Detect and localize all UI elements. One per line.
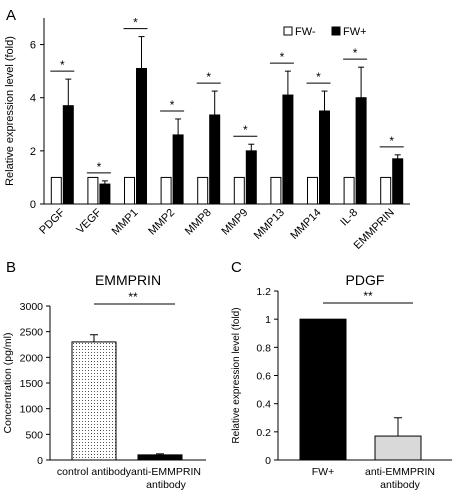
chart-c: PDGF 0 0.2 0.4 0.6 0.8 1 1.2 Relative expression… [231,272,452,491]
chart-a: 0 2 4 6 Relative expression level (fold) * PDG… [4,16,410,252]
chart-a-significance-mark: * [389,134,394,148]
chart-a-legend-swatch-fw-minus [283,26,293,36]
chart-c-significance-mark: ** [363,289,373,303]
chart-c-bar [299,318,347,461]
chart-a-x-tick-label: VEGF [74,206,104,236]
chart-b-y-tick-label: 1000 [20,404,44,416]
chart-a-bar-fw-minus [87,176,99,205]
chart-a-x-tick-label: MMP1 [110,207,141,238]
chart-c-y-tick-label: 0.6 [256,371,271,383]
chart-a-bar-fw-plus [209,114,221,205]
chart-a-bar-fw-plus [245,150,257,205]
chart-a-significance-mark: * [243,123,248,137]
chart-c-x-tick-label: anti-EMMPRIN antibody [365,466,435,491]
chart-a-bar-fw-plus [172,134,184,205]
chart-c-x-tick-label-line: anti-EMMPRIN [365,466,435,478]
chart-b-x-tick-label: anti-EMMPRIN antibody [131,466,201,491]
chart-a-bar-fw-plus [392,158,404,205]
chart-a-legend-label-fw-minus: FW- [295,26,316,38]
chart-a-bar-fw-plus [355,97,367,205]
chart-b-y-tick-label: 1500 [20,378,44,390]
chart-c-bar [374,435,422,461]
chart-a-bar-fw-minus [124,176,135,205]
chart-b: EMMPRIN 0 500 1000 1500 2000 2500 3000 Concentra… [2,272,206,491]
chart-a-bar-fw-minus [160,176,172,205]
chart-a-bar-fw-plus [99,183,111,205]
chart-c-x-tick-label-line: antibody [380,479,420,491]
chart-b-bar [137,454,183,461]
chart-c-y-tick-label: 0.8 [256,342,271,354]
chart-b-y-tick-label: 3000 [20,301,44,313]
chart-a-legend-swatch-fw-plus [331,26,341,36]
chart-b-x-tick-label: control antibody [57,466,132,478]
chart-a-x-tick-label: MMP2 [146,207,177,238]
chart-a-y-tick-label: 6 [30,40,36,52]
chart-c-title: PDGF [346,272,385,288]
chart-c-y-tick-label: 1.2 [256,286,271,298]
chart-b-y-tick-label: 2000 [20,352,44,364]
chart-a-bar-fw-plus [282,94,294,205]
panel-b-letter: B [6,259,16,276]
chart-a-significance-mark: * [170,98,175,112]
chart-a-x-tick-label: MMP8 [183,207,214,238]
chart-c-y-tick-label: 0.4 [256,399,271,411]
chart-a-y-tick-label: 2 [30,146,36,158]
panel-c-letter: C [231,259,242,276]
chart-a-bar-fw-minus [233,176,245,205]
chart-c-y-axis-label: Relative expression level (fold) [231,307,242,443]
chart-b-y-axis-label: Concentration (pg/ml) [2,333,14,434]
chart-a-significance-mark: * [60,58,65,72]
chart-c-x-tick-label: FW+ [312,466,334,478]
chart-a-significance-mark: * [316,70,321,84]
chart-a-bar-fw-minus [270,176,282,205]
chart-a-bar-fw-minus [343,176,355,205]
chart-b-y-tick-label: 0 [37,455,43,467]
chart-a-bar-fw-minus [50,176,62,205]
chart-b-x-tick-label-line: anti-EMMPRIN [131,466,201,478]
chart-b-title: EMMPRIN [95,272,161,288]
chart-a-significance-mark: * [353,46,358,60]
chart-a-y-tick-label: 0 [30,199,36,211]
chart-b-x-tick-label-line: antibody [146,479,186,491]
chart-a-significance-mark: * [133,16,138,30]
chart-a-y-tick-label: 4 [30,93,36,105]
chart-b-significance-mark: ** [128,290,138,304]
chart-a-x-tick-label: MMP13 [252,207,287,242]
chart-c-y-tick-label: 0.2 [256,427,271,439]
chart-c-y-tick-label: 1 [265,314,271,326]
chart-b-bar [71,341,117,461]
chart-c-y-tick-label: 0 [265,455,271,467]
chart-a-x-tick-label: MMP14 [288,207,323,242]
chart-a-y-axis-label: Relative expression level (fold) [4,36,16,186]
chart-b-y-tick-label: 2500 [20,327,44,339]
chart-a-bar-fw-plus [62,105,74,205]
chart-a-bar-fw-plus [136,67,147,205]
chart-a-bar-fw-plus [319,110,330,205]
panel-a-letter: A [6,7,16,24]
chart-a-x-tick-label: PDGF [37,206,67,236]
chart-a-significance-mark: * [280,50,285,64]
chart-a-bar-fw-minus [307,176,318,205]
chart-a-legend-label-fw-plus: FW+ [343,26,367,38]
chart-a-bar-fw-minus [380,176,392,205]
chart-a-x-tick-label: MMP9 [219,207,250,238]
chart-b-y-tick-label: 500 [25,429,43,441]
chart-a-significance-mark: * [206,70,211,84]
chart-a-x-tick-label: IL-8 [338,207,360,229]
chart-a-significance-mark: * [97,160,102,174]
chart-a-bar-fw-minus [197,176,209,205]
